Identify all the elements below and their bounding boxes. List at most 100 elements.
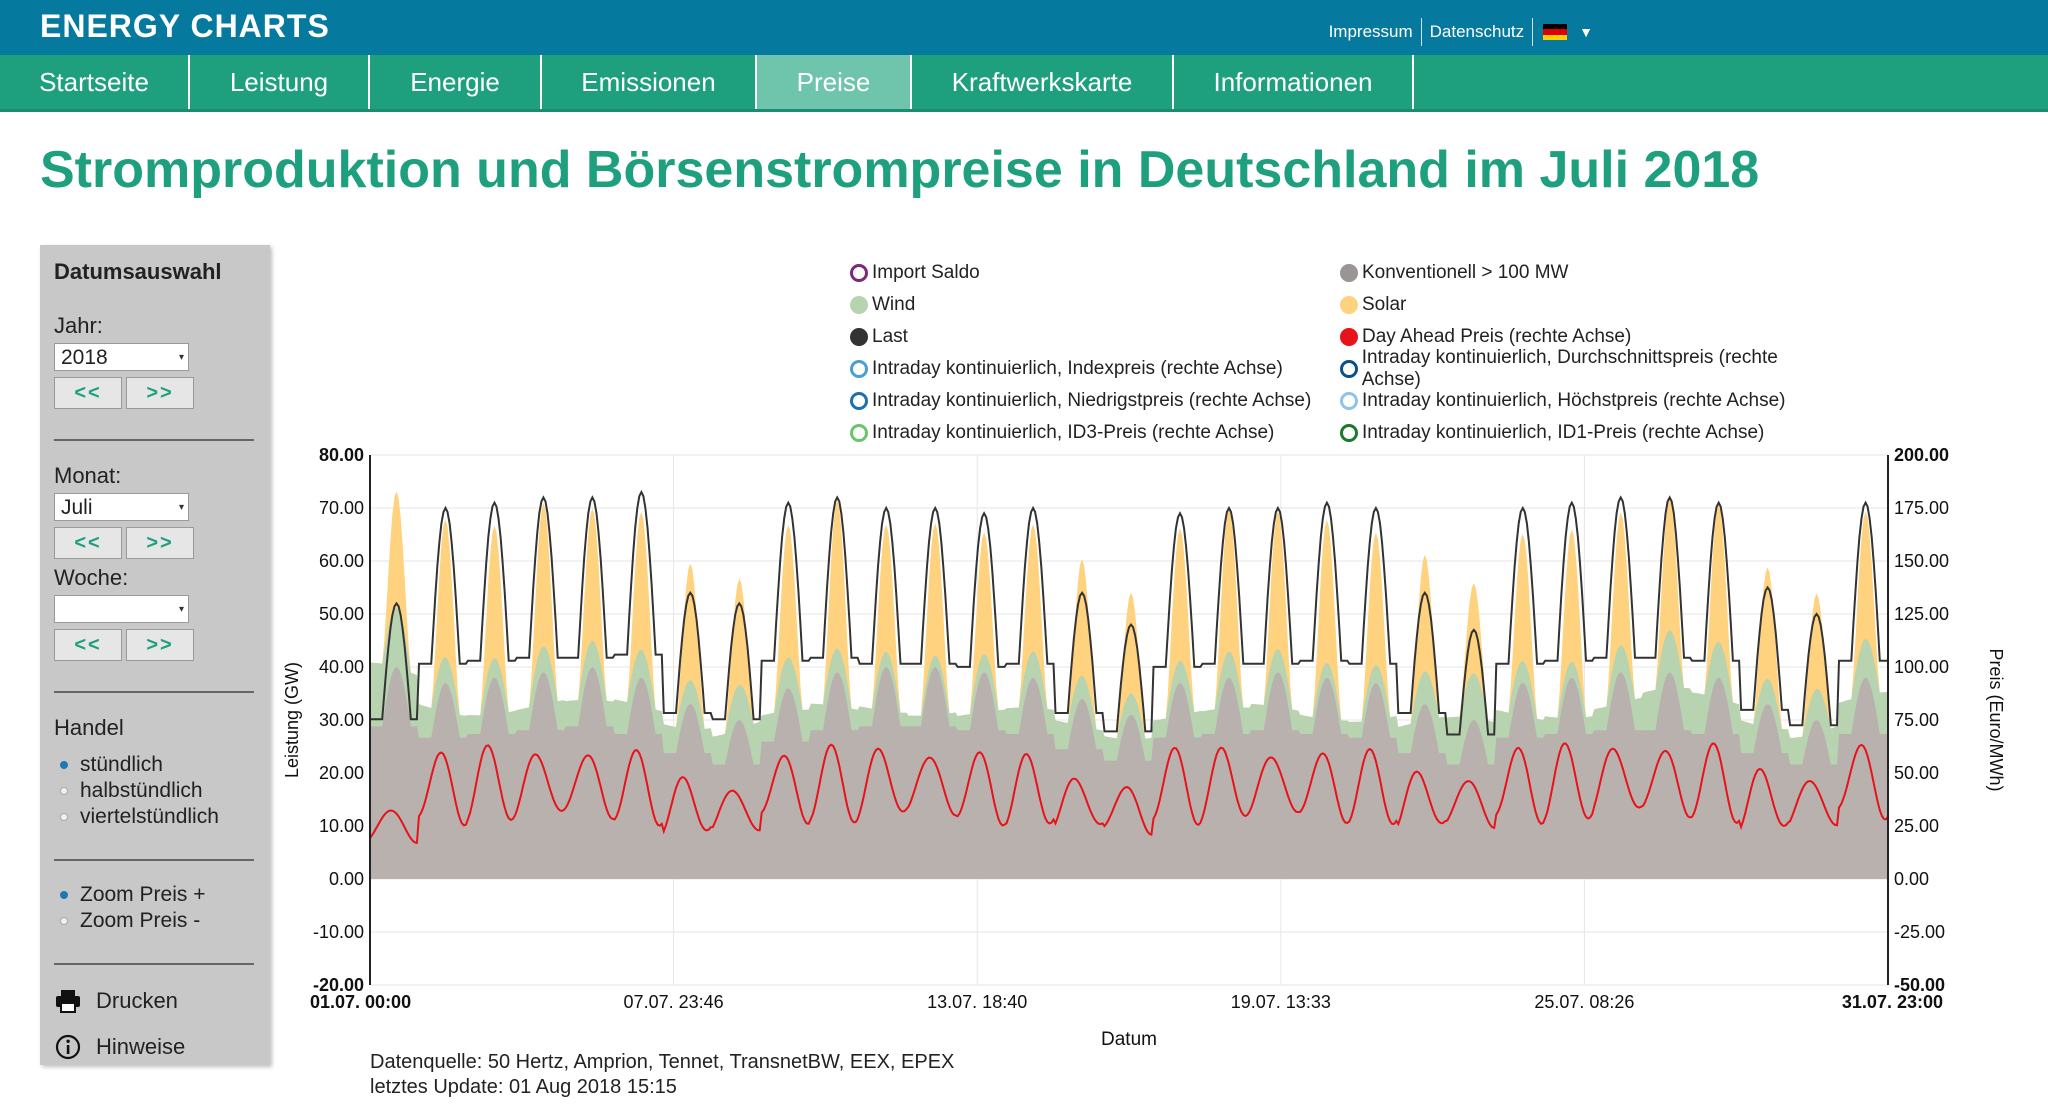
legend-row: Intraday kontinuierlich, ID3-Preis (rech… (850, 417, 1870, 449)
info-icon (54, 1033, 82, 1061)
legend-marker (850, 392, 868, 410)
year-next-button[interactable]: >> (126, 377, 194, 409)
trade-option-quarterhourly[interactable]: viertelstündlich (54, 805, 256, 829)
legend-marker (1340, 296, 1358, 314)
legend-label: Intraday kontinuierlich, Höchstpreis (re… (1362, 390, 1786, 411)
legend-item[interactable]: Last (850, 326, 1340, 348)
radio-icon (60, 891, 68, 899)
legend-label: Intraday kontinuierlich, ID3-Preis (rech… (872, 422, 1275, 443)
top-bar: ENERGY CHARTS Impressum Datenschutz ▼ (0, 0, 2048, 55)
main-nav: Startseite Leistung Energie Emissionen P… (0, 55, 2048, 112)
language-dropdown-icon[interactable]: ▼ (1579, 24, 1593, 40)
legend-item[interactable]: Import Saldo (850, 262, 1340, 284)
nav-item-energie[interactable]: Energie (370, 55, 542, 109)
trade-option-label: stündlich (80, 753, 163, 776)
chart-svg: 80.00 70.00 60.00 50.00 40.00 30.00 20.00 10.00… (282, 445, 2006, 1045)
legend-row: Last Day Ahead Preis (rechte Achse) (850, 321, 1870, 353)
legend-label: Last (872, 326, 908, 347)
radio-icon (60, 917, 68, 925)
nav-item-kraftwerkskarte[interactable]: Kraftwerkskarte (912, 55, 1174, 109)
month-select-value: Juli (61, 496, 93, 519)
nav-item-informationen[interactable]: Informationen (1174, 55, 1414, 109)
trade-option-hourly[interactable]: stündlich (54, 753, 256, 777)
legend-label: Konventionell > 100 MW (1362, 262, 1569, 283)
legend-item[interactable]: Intraday kontinuierlich, Durchschnittspr… (1340, 347, 1830, 391)
legend-row: Wind Solar (850, 289, 1870, 321)
nav-item-leistung[interactable]: Leistung (190, 55, 370, 109)
legend-item[interactable]: Intraday kontinuierlich, ID3-Preis (rech… (850, 422, 1340, 444)
y-tick-right-label: 50.00 (1894, 763, 1939, 783)
month-select[interactable]: Juli ▾ (54, 493, 189, 521)
year-select-value: 2018 (61, 346, 108, 369)
legend-item[interactable]: Konventionell > 100 MW (1340, 262, 1830, 284)
top-links: Impressum Datenschutz ▼ (1321, 18, 1593, 46)
legend-item[interactable]: Solar (1340, 294, 1830, 316)
legend-label: Import Saldo (872, 262, 980, 283)
radio-icon (60, 761, 68, 769)
zoom-price-out-option[interactable]: Zoom Preis - (54, 909, 256, 933)
trade-option-halfhourly[interactable]: halbstündlich (54, 779, 256, 803)
legend-item[interactable]: Intraday kontinuierlich, ID1-Preis (rech… (1340, 422, 1830, 444)
legend-row: Intraday kontinuierlich, Niedrigstpreis … (850, 385, 1870, 417)
y-tick-left-label: 70.00 (319, 498, 364, 518)
divider (54, 691, 254, 693)
x-axis-label: Datum (1101, 1029, 1157, 1045)
nav-item-startseite[interactable]: Startseite (0, 55, 190, 109)
print-button[interactable]: Drucken (54, 987, 256, 1015)
week-label: Woche: (54, 565, 129, 590)
top-link-separator (1532, 18, 1534, 46)
legend-item[interactable]: Intraday kontinuierlich, Höchstpreis (re… (1340, 390, 1830, 412)
legend-item[interactable]: Day Ahead Preis (rechte Achse) (1340, 326, 1830, 348)
legend-row: Import Saldo Konventionell > 100 MW (850, 257, 1870, 289)
legend-item[interactable]: Intraday kontinuierlich, Niedrigstpreis … (850, 390, 1340, 412)
x-tick-label: 19.07. 13:33 (1231, 992, 1331, 1012)
legend-label: Intraday kontinuierlich, Durchschnittspr… (1361, 347, 1778, 390)
divider (54, 439, 254, 441)
month-label: Monat: (54, 463, 122, 488)
legend-item[interactable]: Wind (850, 294, 1340, 316)
datenschutz-link[interactable]: Datenschutz (1429, 22, 1525, 41)
conventional-area (370, 667, 1888, 879)
y-tick-right-label: 175.00 (1894, 498, 1949, 518)
day-ahead-price-line (369, 742, 1889, 845)
y-axis-left-label: Leistung (GW) (282, 662, 302, 778)
legend-item[interactable]: Intraday kontinuierlich, Indexpreis (rec… (850, 358, 1340, 380)
impressum-link[interactable]: Impressum (1328, 22, 1413, 41)
legend-row: Intraday kontinuierlich, Indexpreis (rec… (850, 347, 1870, 390)
hints-label: Hinweise (96, 1034, 186, 1059)
month-prev-button[interactable]: << (54, 527, 122, 559)
trade-option-label: halbstündlich (80, 779, 203, 802)
x-tick-label: 25.07. 08:26 (1534, 992, 1634, 1012)
y-tick-left-label: 80.00 (319, 445, 364, 465)
y-tick-left-label: -10.00 (313, 922, 364, 942)
chart-legend: Import Saldo Konventionell > 100 MW Wind So… (850, 257, 1870, 449)
hints-button[interactable]: Hinweise (54, 1033, 256, 1061)
y-tick-right-label: 0.00 (1894, 869, 1929, 889)
legend-marker (850, 328, 868, 346)
zoom-price-in-option[interactable]: Zoom Preis + (54, 883, 256, 907)
legend-label: Intraday kontinuierlich, Indexpreis (rec… (872, 358, 1283, 379)
week-select[interactable]: ▾ (54, 595, 189, 623)
y-tick-left-label: -20.00 (313, 975, 364, 995)
y-tick-right-label: 25.00 (1894, 816, 1939, 836)
week-next-button[interactable]: >> (126, 629, 194, 661)
radio-icon (60, 813, 68, 821)
y-tick-right-label: 125.00 (1894, 604, 1949, 624)
y-tick-left-label: 40.00 (319, 657, 364, 677)
radio-icon (60, 787, 68, 795)
nav-item-emissionen[interactable]: Emissionen (542, 55, 757, 109)
year-prev-button[interactable]: << (54, 377, 122, 409)
legend-label: Wind (872, 294, 916, 315)
trade-option-label: viertelstündlich (80, 805, 219, 828)
year-label: Jahr: (54, 313, 103, 338)
week-prev-button[interactable]: << (54, 629, 122, 661)
legend-marker (1340, 360, 1358, 378)
de-flag-icon[interactable] (1543, 24, 1568, 40)
year-select[interactable]: 2018 ▾ (54, 343, 189, 371)
brand-logo[interactable]: ENERGY CHARTS (40, 8, 330, 44)
legend-marker (1340, 392, 1358, 410)
zoom-option-label: Zoom Preis - (80, 909, 201, 932)
data-source: Datenquelle: 50 Hertz, Amprion, Tennet, … (370, 1050, 954, 1100)
nav-item-preise[interactable]: Preise (757, 55, 912, 109)
month-next-button[interactable]: >> (126, 527, 194, 559)
